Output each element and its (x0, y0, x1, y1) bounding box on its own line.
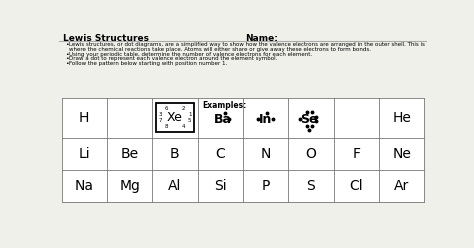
Text: •: • (64, 42, 68, 47)
Text: 4: 4 (182, 124, 185, 129)
Text: Li: Li (78, 147, 90, 161)
Text: 7: 7 (158, 118, 162, 123)
Text: In: In (259, 113, 272, 125)
Text: O: O (306, 147, 316, 161)
Text: Ne: Ne (392, 147, 411, 161)
Text: 2: 2 (182, 106, 185, 111)
Text: 1: 1 (188, 112, 191, 117)
Text: Be: Be (120, 147, 138, 161)
Text: Al: Al (168, 179, 182, 193)
Text: Ar: Ar (394, 179, 409, 193)
Text: N: N (260, 147, 271, 161)
Text: Name:: Name: (245, 34, 278, 43)
Text: F: F (352, 147, 360, 161)
Text: Examples:: Examples: (202, 101, 246, 110)
Text: Draw a dot to represent each valence electron around the element symbol.: Draw a dot to represent each valence ele… (69, 56, 278, 61)
Text: Xe: Xe (167, 111, 183, 124)
Text: Follow the pattern below starting with position number 1.: Follow the pattern below starting with p… (69, 61, 228, 66)
Text: •: • (64, 52, 68, 57)
Text: Using your periodic table, determine the number of valence electrons for each el: Using your periodic table, determine the… (69, 52, 312, 57)
Text: Lewis structures, or dot diagrams, are a simplified way to show how the valence : Lewis structures, or dot diagrams, are a… (69, 42, 425, 47)
Text: Na: Na (75, 179, 94, 193)
Text: Si: Si (214, 179, 227, 193)
Text: P: P (261, 179, 270, 193)
Text: •: • (64, 56, 68, 61)
Text: where the chemical reactions take place. Atoms will either share or give away th: where the chemical reactions take place.… (69, 47, 371, 52)
Text: S: S (307, 179, 315, 193)
Text: C: C (215, 147, 225, 161)
Text: Mg: Mg (119, 179, 140, 193)
Text: •: • (64, 61, 68, 66)
Text: Ba: Ba (213, 113, 231, 125)
Text: 5: 5 (188, 118, 191, 123)
Text: Lewis Structures: Lewis Structures (63, 34, 149, 43)
Bar (156, 103, 193, 132)
Text: H: H (79, 111, 90, 124)
Text: 3: 3 (158, 112, 162, 117)
Text: 8: 8 (165, 124, 168, 129)
Text: He: He (392, 111, 411, 124)
Text: Se: Se (300, 113, 318, 125)
Text: B: B (170, 147, 180, 161)
Bar (62, 97, 424, 202)
Text: 6: 6 (165, 106, 168, 111)
Text: Cl: Cl (349, 179, 363, 193)
